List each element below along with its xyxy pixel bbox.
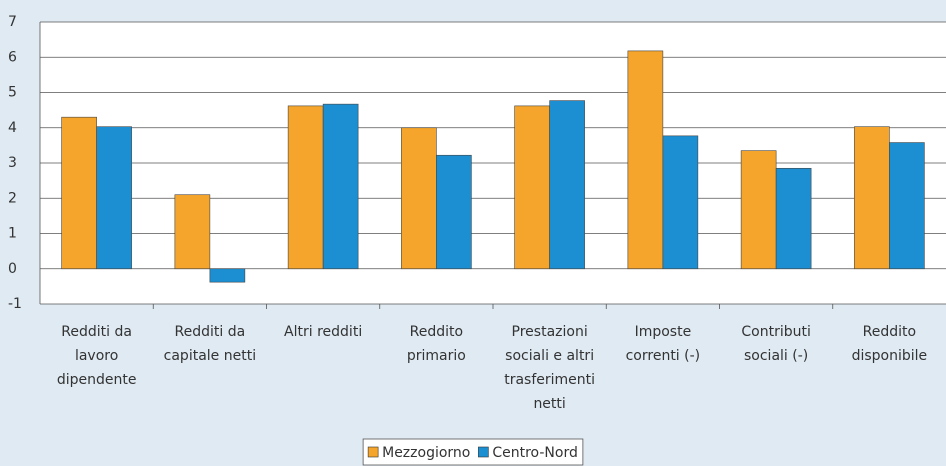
y-tick-label: 3 [8, 155, 17, 171]
x-tick-label: Altri redditi [284, 324, 362, 340]
y-tick-label: -1 [8, 296, 22, 312]
bar [627, 50, 664, 270]
y-tick-label: 0 [8, 261, 17, 277]
bar [436, 154, 472, 270]
y-tick-label: 6 [8, 49, 17, 65]
y-tick-label: 5 [8, 85, 17, 101]
bar [287, 105, 324, 270]
bar [96, 126, 132, 270]
bar [174, 194, 211, 270]
x-tick-label: Reddito disponibile [852, 324, 928, 364]
y-tick-label: 2 [8, 190, 17, 206]
legend-label: Centro-Nord [492, 445, 578, 461]
x-tick-label: Reddito primario [407, 324, 466, 364]
legend-swatch [478, 446, 489, 458]
bar [775, 167, 812, 270]
x-tick-label: Redditi da capitale netti [164, 324, 256, 364]
y-tick-label: 7 [8, 14, 17, 30]
bar [209, 268, 246, 283]
bar [549, 100, 585, 270]
x-tick-label: Contributi sociali (-) [741, 324, 811, 364]
x-tick-label: Imposte correnti (-) [626, 324, 701, 364]
bar [401, 127, 437, 270]
y-tick-label: 4 [8, 120, 17, 136]
bar [322, 103, 359, 270]
legend-label: Mezzogiorno [382, 445, 470, 461]
bar [61, 116, 97, 270]
bar [889, 142, 925, 270]
bar [662, 135, 699, 270]
legend-box [362, 438, 584, 466]
x-tick-label: Prestazioni sociali e altri trasferimenti n… [504, 324, 595, 412]
bar [854, 126, 890, 270]
bar [514, 105, 550, 270]
legend-swatch [367, 446, 379, 458]
legend: Mezzogiorno Centro-Nord [362, 438, 584, 466]
y-tick-label: 1 [8, 226, 17, 242]
bar [740, 150, 777, 270]
x-tick-label: Redditi da lavoro dipendente [57, 324, 137, 388]
